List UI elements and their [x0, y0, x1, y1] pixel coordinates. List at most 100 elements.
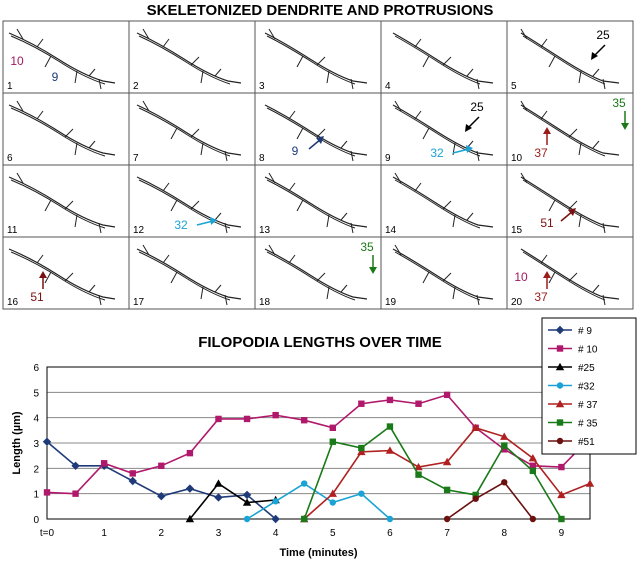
- panel-3: 3: [254, 20, 382, 94]
- data-point: [214, 493, 223, 502]
- dendrite-trunk-edge: [394, 107, 481, 157]
- data-point: [329, 499, 336, 506]
- protrusion: [548, 199, 556, 212]
- dendrite-trunk-edge: [138, 35, 231, 85]
- series-line: [46, 441, 277, 520]
- data-point: [301, 417, 308, 424]
- y-tick-label: 2: [33, 464, 39, 475]
- protrusion: [540, 110, 548, 120]
- protrusion: [16, 28, 24, 40]
- protrusion: [350, 78, 354, 90]
- protrusion: [422, 271, 430, 284]
- panel-border: [506, 164, 634, 238]
- annotation-label: 37: [534, 146, 548, 160]
- data-point: [442, 457, 452, 466]
- protrusion: [190, 200, 200, 210]
- protrusion: [578, 70, 582, 84]
- data-point: [72, 490, 79, 497]
- protrusion: [452, 286, 456, 300]
- dendrite-trunk: [8, 32, 116, 84]
- dendrite-trunk-edge: [138, 107, 231, 157]
- protrusion: [224, 150, 228, 162]
- panel-number: 4: [385, 81, 391, 92]
- annotation-label: 35: [612, 96, 626, 110]
- panel-border: [506, 236, 634, 310]
- protrusion: [296, 127, 304, 140]
- data-point: [501, 442, 508, 449]
- legend-swatch-marker: [555, 325, 565, 335]
- data-point: [329, 438, 336, 445]
- panel-border: [254, 20, 382, 94]
- dendrite-trunk-edge: [394, 251, 481, 301]
- protrusion: [340, 284, 348, 293]
- protrusion: [98, 222, 102, 234]
- protrusion: [414, 38, 422, 48]
- annotation-arrowhead: [621, 123, 629, 130]
- data-point: [328, 489, 337, 497]
- annotation-label: 35: [360, 240, 374, 254]
- data-point: [414, 462, 423, 471]
- data-point: [585, 479, 595, 487]
- panel-number: 12: [133, 225, 145, 236]
- protrusion: [520, 100, 528, 112]
- panel-border: [380, 164, 508, 238]
- protrusion: [350, 222, 354, 234]
- data-point: [558, 463, 565, 471]
- protrusion: [414, 182, 422, 192]
- data-point: [386, 396, 394, 404]
- dendrite-trunk-edge: [266, 179, 356, 229]
- protrusion: [340, 140, 348, 149]
- series-line: [189, 482, 276, 520]
- protrusion: [162, 254, 170, 264]
- panel-number: 3: [259, 81, 265, 92]
- annotation-arrowhead: [591, 52, 598, 60]
- panel-border: [254, 164, 382, 238]
- panel-number: 13: [259, 225, 271, 236]
- y-tick-label: 0: [33, 515, 39, 526]
- series-6: [443, 479, 537, 523]
- protrusion: [602, 78, 606, 90]
- protrusion: [214, 68, 222, 77]
- panel-border: [2, 20, 130, 94]
- x-tick-label: 4: [273, 528, 279, 539]
- protrusion: [74, 142, 78, 156]
- x-tick-label: 3: [216, 528, 222, 539]
- annotation-label: 37: [534, 290, 548, 304]
- protrusion: [442, 56, 452, 66]
- data-point: [242, 490, 252, 500]
- protrusion: [162, 182, 170, 192]
- dendrite-trunk-edge: [394, 179, 481, 229]
- annotation-label: 10: [10, 54, 24, 68]
- data-point: [301, 515, 308, 523]
- protrusion: [142, 100, 150, 112]
- data-point: [443, 515, 451, 523]
- data-point: [500, 432, 509, 440]
- dendrite-trunk: [8, 248, 116, 300]
- annotation-label: 32: [174, 218, 188, 232]
- protrusion: [74, 70, 78, 84]
- protrusion: [288, 254, 296, 264]
- protrusion: [200, 286, 204, 300]
- panel-border: [380, 236, 508, 310]
- protrusion: [414, 110, 422, 120]
- data-point: [242, 498, 252, 506]
- protrusion: [98, 294, 102, 306]
- panel-number: 14: [385, 225, 397, 236]
- dendrite-trunk: [392, 32, 494, 84]
- x-tick-label: t=0: [40, 528, 55, 539]
- series-2: [185, 479, 280, 523]
- panel-number: 15: [511, 225, 523, 236]
- data-point: [443, 391, 451, 399]
- protrusion: [316, 56, 326, 66]
- protrusion: [268, 172, 276, 184]
- protrusion: [296, 55, 304, 68]
- y-axis-label: Length (µm): [11, 411, 23, 474]
- annotation-label: 51: [30, 290, 44, 304]
- series-line: [303, 425, 563, 520]
- dendrite-trunk: [136, 104, 242, 156]
- x-tick-label: 7: [444, 528, 450, 539]
- protrusion: [268, 28, 276, 40]
- protrusion: [142, 244, 150, 256]
